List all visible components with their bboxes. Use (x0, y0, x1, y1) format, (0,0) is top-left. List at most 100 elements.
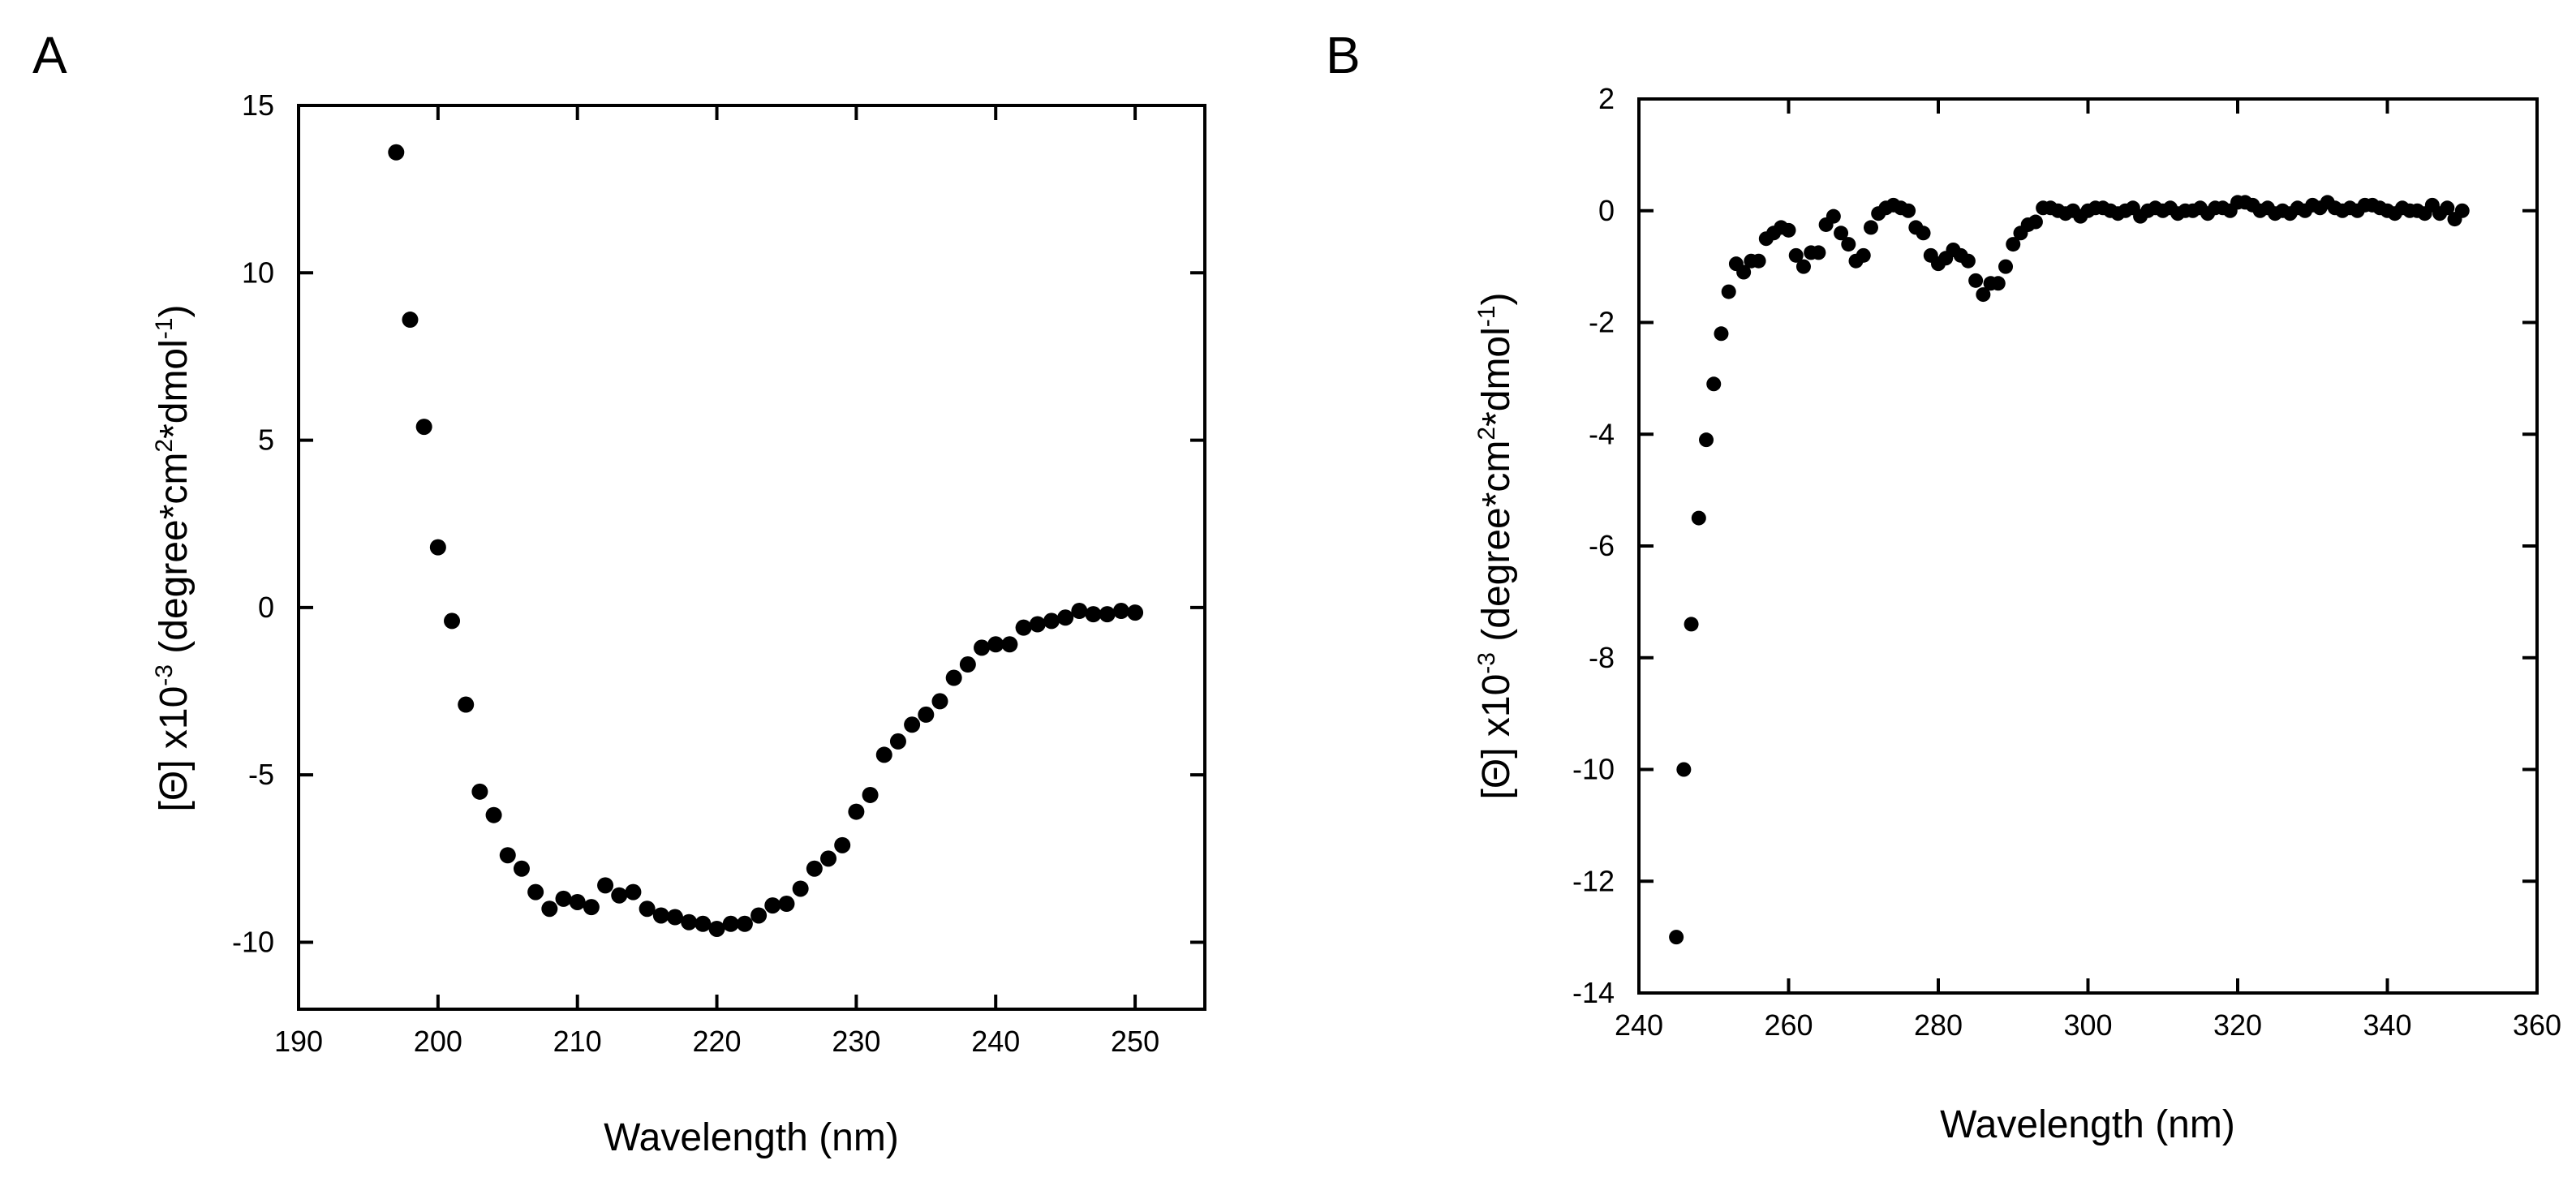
panel-b-y-tick-label: -12 (1572, 864, 1615, 897)
panel-b-x-tick-label: 360 (2513, 1008, 2561, 1042)
panel-a-data-point (611, 887, 628, 904)
panel-b-y-label-main: [Θ] x10 (1475, 674, 1518, 800)
panel-b-data-point (1669, 930, 1684, 945)
panel-a-x-tick-label: 230 (832, 1025, 880, 1058)
panel-a-x-tick-label: 210 (553, 1025, 602, 1058)
panel-b-data-point (1916, 226, 1931, 241)
panel-b-y-axis-label: [Θ] x10-3 (degree*cm2*dmol-1) (1473, 293, 1518, 800)
panel-a-data-point (1015, 619, 1032, 636)
panel-a-data-point (485, 806, 502, 823)
panel-b-data-point (1998, 259, 2014, 274)
panel-a-data-point (722, 915, 739, 932)
panel-b-x-tick-label: 300 (2063, 1008, 2112, 1042)
panel-a-x-tick-label: 190 (274, 1025, 323, 1058)
panel-a: A 190 200 210 220 230 240 250 -10 -5 0 5 10 15 Wavel… (32, 26, 1206, 1159)
panel-a-letter: A (32, 26, 67, 84)
panel-a-data-point (764, 897, 781, 914)
panel-a-y-tick-label: 15 (242, 88, 274, 122)
panel-a-data-point (569, 893, 586, 910)
panel-b-y-tick-label: -6 (1589, 529, 1615, 562)
panel-b-y-tick-label: -2 (1589, 306, 1615, 339)
panel-a-data-point (750, 907, 768, 924)
panel-a-data-point (974, 639, 991, 656)
panel-b-y-label-exp2: 2 (1473, 427, 1500, 441)
panel-b-y-tick-label: 0 (1598, 194, 1615, 227)
panel-a-y-tick-label: -5 (248, 758, 274, 791)
panel-a-data-point (945, 669, 962, 686)
panel-a-x-tick-label: 240 (971, 1025, 1020, 1058)
panel-a-y-tick-label: -10 (232, 925, 274, 958)
panel-a-y-label-units-c: ) (153, 305, 196, 318)
panel-b-y-label-units-a: (degree*cm (1475, 441, 1518, 652)
panel-b-data-point (1714, 326, 1729, 342)
panel-b-y-tick-label: 2 (1598, 82, 1615, 115)
panel-b-letter: B (1326, 26, 1361, 84)
panel-b-data-point (1841, 237, 1856, 252)
panel-b-x-tick-label: 240 (1615, 1008, 1663, 1042)
panel-a-data-point (792, 880, 809, 897)
panel-a-data-point (695, 915, 712, 932)
panel-a-data-point (513, 860, 530, 877)
panel-a-data-point (778, 896, 795, 913)
panel-b-y-tick-label: -4 (1589, 417, 1615, 450)
panel-b-data-point (1960, 253, 1976, 269)
panel-b-y-label-units-c: ) (1475, 293, 1518, 306)
panel-b-data-point (1990, 276, 2006, 291)
panel-a-data-point (987, 636, 1004, 653)
panel-a-ticks: 190 200 210 220 230 240 250 -10 -5 0 5 10 15 (232, 88, 1205, 1058)
panel-b-data-point (1863, 220, 1878, 235)
panel-b-points (1669, 195, 2470, 945)
panel-a-x-axis-label: Wavelength (nm) (604, 1116, 899, 1159)
panel-a-data-point (806, 860, 823, 877)
panel-b-y-tick-label: -8 (1589, 641, 1615, 674)
panel-b-y-label-exp3: -1 (1473, 306, 1500, 328)
panel-a-data-point (736, 915, 753, 932)
panel-a-y-tick-label: 5 (258, 423, 274, 457)
panel-a-y-label-units-a: (degree*cm (153, 453, 196, 664)
panel-b-data-point (1691, 510, 1706, 526)
panel-a-data-point (959, 656, 976, 673)
panel-b-data-point (1811, 245, 1826, 260)
panel-b-data-point (1699, 432, 1714, 448)
panel-b-ticks: 240 260 280 300 320 340 360 -14 -12 -10 -8 -6 -4 -2 0 2 (1572, 82, 2561, 1042)
panel-a-data-point (1085, 606, 1102, 623)
panel-a-data-point (429, 539, 446, 556)
panel-a-data-point (931, 693, 948, 710)
panel-a-data-point (681, 913, 698, 931)
panel-a-data-point (555, 890, 572, 907)
panel-a-data-point (820, 850, 837, 867)
panel-b-data-point (1795, 259, 1811, 274)
panel-a-data-point (597, 877, 614, 894)
panel-b-data-point (1706, 376, 1722, 392)
panel-a-data-point (848, 803, 865, 820)
panel-a-data-point (388, 144, 405, 161)
panel-a-y-label-exp3: -1 (151, 318, 178, 340)
panel-b-y-tick-label: -10 (1572, 753, 1615, 786)
panel-a-data-point (527, 883, 544, 900)
panel-a-data-point (402, 312, 419, 329)
panel-a-y-label-exp: -3 (151, 664, 178, 686)
panel-a-x-tick-label: 250 (1111, 1025, 1159, 1058)
panel-b-data-point (1976, 287, 1991, 303)
panel-a-data-point (444, 612, 461, 630)
panel-a-data-point (1001, 636, 1018, 653)
panel-a-y-label-exp2: 2 (151, 439, 178, 453)
panel-a-data-point (1071, 603, 1088, 620)
panel-a-data-point (918, 706, 935, 723)
panel-a-data-point (666, 909, 683, 926)
panel-a-y-label-main: [Θ] x10 (153, 686, 196, 812)
panel-a-data-point (499, 847, 516, 864)
panel-a-data-point (458, 696, 475, 713)
panel-a-data-point (904, 716, 921, 733)
panel-b-x-tick-label: 280 (1914, 1008, 1963, 1042)
panel-b-data-point (1676, 762, 1692, 777)
panel-b-y-tick-label: -14 (1572, 976, 1615, 1009)
panel-a-x-tick-label: 200 (414, 1025, 462, 1058)
panel-a-y-tick-label: 0 (258, 591, 274, 624)
panel-b-x-tick-label: 260 (1764, 1008, 1813, 1042)
panel-a-x-tick-label: 220 (692, 1025, 741, 1058)
panel-a-data-point (708, 920, 725, 937)
panel-b-data-point (1781, 222, 1796, 238)
